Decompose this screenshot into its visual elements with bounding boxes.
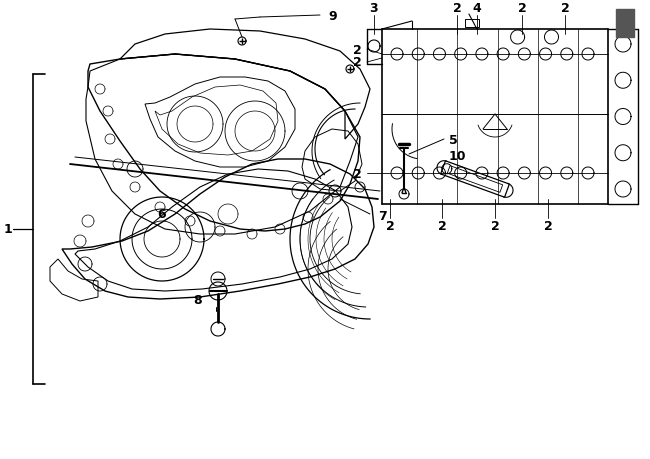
Text: 3: 3 — [370, 1, 378, 15]
Text: 2: 2 — [491, 220, 499, 233]
Text: 2: 2 — [437, 220, 447, 233]
Text: 2: 2 — [543, 220, 552, 233]
Text: 2: 2 — [517, 1, 526, 15]
Text: 5: 5 — [449, 133, 458, 146]
Text: 2: 2 — [452, 1, 462, 15]
Text: 10: 10 — [449, 150, 467, 163]
Text: 6: 6 — [158, 208, 166, 221]
Text: 8: 8 — [194, 293, 202, 306]
Text: 4: 4 — [473, 1, 481, 15]
Text: 9: 9 — [328, 10, 337, 22]
Text: 2: 2 — [352, 56, 361, 69]
Text: 2: 2 — [385, 220, 395, 233]
Text: 2: 2 — [352, 167, 361, 180]
Polygon shape — [616, 10, 634, 38]
Text: 2: 2 — [560, 1, 569, 15]
Text: 7: 7 — [378, 210, 387, 223]
Text: 1: 1 — [4, 223, 12, 236]
Text: 2: 2 — [352, 44, 361, 56]
